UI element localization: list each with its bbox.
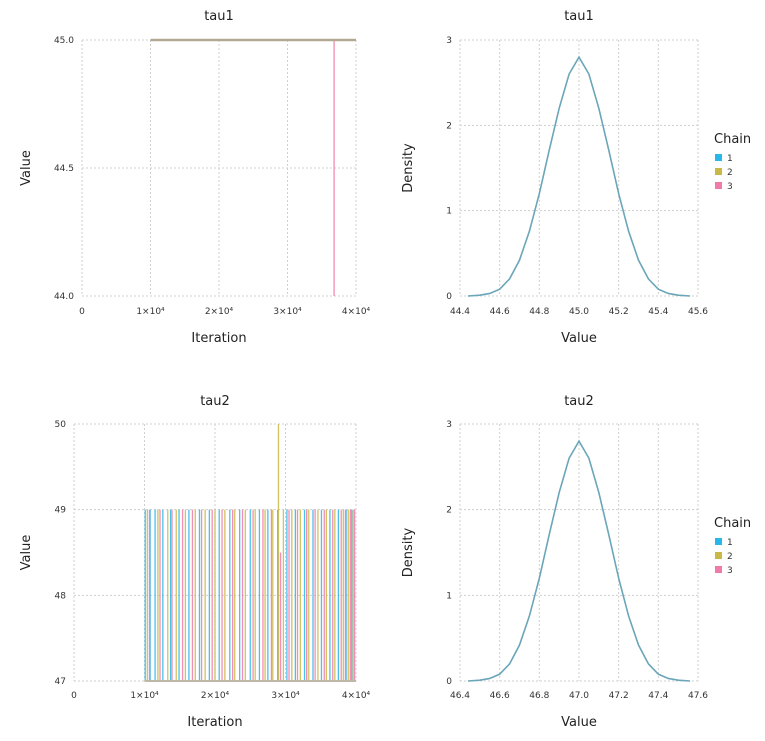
legend-swatch-3: [715, 182, 722, 189]
y-tick-label: 0: [446, 292, 452, 302]
x-axis-label: Iteration: [187, 715, 242, 730]
x-tick-label: 46.4: [450, 691, 470, 701]
panel-3-density: 46.4 46.6 46.8 47.0 47.2 47.4 47.6 0 1 2 3 tau2 Valu…: [401, 394, 751, 730]
x-tick-label: 1×10⁴: [136, 307, 165, 317]
trace-line: [150, 39, 356, 296]
panel-0-trace: 0 1×10⁴ 2×10⁴ 3×10⁴ 4×10⁴ 44.0 44.5 45.0 tau1 Ite…: [19, 9, 371, 346]
legend-swatch-1: [715, 154, 722, 161]
y-tick-label: 2: [446, 121, 452, 131]
y-tick-label: 3: [446, 36, 452, 46]
legend-label-2: 2: [727, 552, 733, 562]
trace-series-1: [144, 509, 353, 681]
legend: Chain 1 2 3: [714, 516, 751, 576]
panel-title: tau1: [204, 9, 234, 24]
x-tick-label: 3×10⁴: [271, 691, 300, 701]
y-tick-label: 0: [446, 677, 452, 687]
x-tick-label: 4×10⁴: [342, 307, 371, 317]
x-tick-label: 44.8: [529, 307, 549, 317]
panel-title: tau1: [564, 9, 594, 24]
panel-title: tau2: [564, 394, 594, 409]
legend-label-3: 3: [727, 566, 733, 576]
trace-series-3: [150, 39, 356, 296]
x-tick-label: 1×10⁴: [130, 691, 159, 701]
density-curve: [467, 55, 691, 297]
y-tick-label: 44.0: [54, 292, 74, 302]
x-tick-label: 44.6: [490, 307, 510, 317]
panel-1-density: 44.4 44.6 44.8 45.0 45.2 45.4 45.6 0 1 2 3 tau1 Valu…: [401, 9, 751, 346]
legend-title: Chain: [714, 516, 751, 531]
x-tick-label: 47.0: [569, 691, 589, 701]
legend-title: Chain: [714, 132, 751, 147]
x-tick-label: 2×10⁴: [201, 691, 230, 701]
x-tick-label: 47.6: [688, 691, 708, 701]
x-tick-label: 46.6: [490, 691, 510, 701]
x-tick-label: 2×10⁴: [205, 307, 234, 317]
y-tick-label: 1: [446, 591, 452, 601]
legend-label-1: 1: [727, 538, 733, 548]
legend-label-2: 2: [727, 168, 733, 178]
legend-swatch-2: [715, 552, 722, 559]
trace-series-3: [148, 509, 356, 681]
x-tick-label: 45.2: [609, 307, 629, 317]
legend-label-1: 1: [727, 154, 733, 164]
trace-series-2: [146, 424, 354, 681]
legend-swatch-3: [715, 566, 722, 573]
x-tick-label: 0: [79, 307, 85, 317]
panel-2-trace: 0 1×10⁴ 2×10⁴ 3×10⁴ 4×10⁴ 47 48 49 50 tau2 Iterati…: [19, 394, 371, 730]
x-tick-label: 44.4: [450, 307, 470, 317]
y-axis-label: Density: [401, 527, 416, 577]
legend-swatch-2: [715, 168, 722, 175]
legend: Chain 1 2 3: [714, 132, 751, 192]
y-tick-label: 45.0: [54, 36, 74, 46]
x-tick-label: 4×10⁴: [342, 691, 371, 701]
density-curve: [467, 439, 691, 682]
y-tick-label: 49: [55, 506, 67, 516]
legend-label-3: 3: [727, 182, 733, 192]
x-axis-label: Iteration: [191, 331, 246, 346]
y-tick-label: 3: [446, 420, 452, 430]
x-tick-label: 47.4: [648, 691, 668, 701]
x-tick-label: 47.2: [609, 691, 629, 701]
y-tick-label: 1: [446, 207, 452, 217]
y-axis-label: Value: [19, 150, 34, 186]
x-axis-label: Value: [561, 331, 597, 346]
legend-swatch-1: [715, 538, 722, 545]
y-axis-label: Value: [19, 535, 34, 571]
y-axis-label: Density: [401, 143, 416, 193]
x-tick-label: 3×10⁴: [273, 307, 302, 317]
y-tick-label: 48: [55, 591, 67, 601]
y-tick-label: 2: [446, 506, 452, 516]
x-tick-label: 45.4: [648, 307, 668, 317]
x-tick-label: 0: [71, 691, 77, 701]
y-tick-label: 50: [55, 420, 67, 430]
x-tick-label: 45.6: [688, 307, 708, 317]
y-tick-label: 44.5: [54, 164, 74, 174]
x-tick-label: 45.0: [569, 307, 589, 317]
panel-title: tau2: [200, 394, 230, 409]
y-tick-label: 47: [55, 677, 66, 687]
x-tick-label: 46.8: [529, 691, 549, 701]
x-axis-label: Value: [561, 715, 597, 730]
